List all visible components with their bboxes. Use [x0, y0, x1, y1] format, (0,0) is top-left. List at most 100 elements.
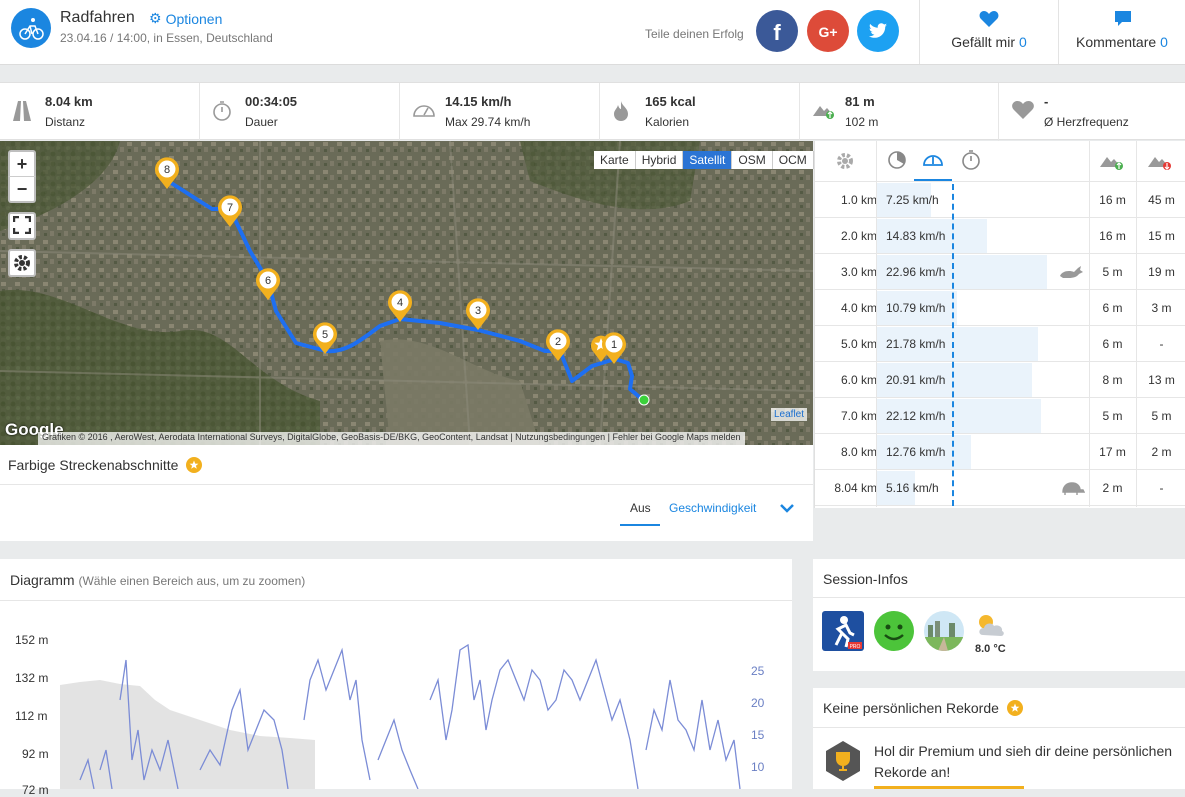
activity-title: Radfahren — [60, 9, 135, 26]
map-attribution: Grafiken © 2016 , AeroWest, Aerodata Int… — [38, 432, 745, 445]
split-row: 4.0 km 10.79 km/h 6 m 3 m — [815, 289, 1185, 325]
diagram-title: Diagramm (Wähle einen Bereich aus, um zu… — [10, 572, 305, 588]
route-marker[interactable]: 2 — [545, 328, 571, 367]
speed-bar — [877, 327, 1038, 361]
route-marker[interactable]: 3 — [465, 297, 491, 336]
map-type-switcher: Karte Hybrid Satellit OSM OCM — [594, 151, 814, 169]
stat-heartrate: - Ø Herzfrequenz — [999, 83, 1185, 141]
split-km: 4.0 km — [840, 301, 877, 315]
route-marker[interactable]: 1 — [601, 331, 627, 370]
divider — [1089, 141, 1090, 181]
active-tab-indicator — [620, 524, 660, 526]
speed-bar — [877, 255, 1047, 289]
fullscreen-icon — [12, 215, 32, 235]
stats-row: 8.04 km Distanz 00:34:05 Dauer 14.15 km/… — [0, 82, 1185, 141]
split-speed: 22.96 km/h — [886, 265, 946, 279]
split-row: 7.0 km 22.12 km/h 5 m 5 m — [815, 397, 1185, 433]
speed-bar — [877, 363, 1032, 397]
like-button[interactable]: Gefällt mir 0 — [920, 0, 1058, 64]
zoom-out-button[interactable]: − — [8, 177, 36, 203]
session-info-panel — [813, 559, 1185, 671]
stat-value: 81 m — [845, 94, 875, 109]
y-tick-label: 92 m — [22, 747, 49, 761]
y-tick-label: 112 m — [15, 709, 48, 723]
split-descent: 13 m — [1148, 373, 1175, 387]
gear-icon[interactable] — [835, 151, 855, 171]
speed-bar — [877, 183, 931, 217]
premium-button[interactable] — [874, 786, 1024, 789]
stat-value: - — [1044, 94, 1049, 109]
map-settings-button[interactable] — [8, 249, 36, 277]
comment-button[interactable]: Kommentare 0 — [1059, 0, 1185, 64]
twitter-share-button[interactable] — [857, 10, 899, 52]
fullscreen-button[interactable] — [8, 212, 36, 240]
svg-text:6: 6 — [265, 275, 271, 287]
y2-tick-label: 10 — [751, 760, 765, 774]
facebook-icon: f — [773, 20, 781, 45]
googleplus-share-button[interactable]: G+ — [807, 10, 849, 52]
terms-link[interactable]: Nutzungsbedingungen — [515, 432, 606, 442]
route-marker[interactable]: 7 — [217, 194, 243, 233]
split-row: 2.0 km 14.83 km/h 16 m 15 m — [815, 217, 1185, 253]
route-marker[interactable]: 6 — [255, 267, 281, 306]
split-speed: 21.78 km/h — [886, 337, 946, 351]
split-ascent: 17 m — [1099, 445, 1126, 459]
report-error-link[interactable]: Fehler bei Google Maps melden — [612, 432, 741, 442]
route-marker[interactable]: 8 — [154, 156, 180, 195]
split-row: 1.0 km 7.25 km/h 16 m 45 m — [815, 181, 1185, 217]
stat-label: Kalorien — [645, 115, 690, 129]
activity-subtitle: 23.04.16 / 14:00, in Essen, Deutschland — [60, 31, 273, 45]
split-ascent: 16 m — [1099, 229, 1126, 243]
split-ascent: 16 m — [1099, 193, 1126, 207]
chevron-down-icon[interactable] — [779, 503, 795, 515]
maptype-hybrid[interactable]: Hybrid — [635, 151, 684, 169]
split-speed: 5.16 km/h — [886, 481, 939, 495]
zoom-in-button[interactable]: + — [8, 150, 36, 177]
y-tick-label: 132 m — [15, 671, 49, 685]
segment-speed-tab[interactable]: Geschwindigkeit — [669, 501, 757, 515]
split-ascent: 6 m — [1102, 337, 1123, 351]
stat-value: 165 kcal — [645, 94, 696, 109]
maptype-satellit[interactable]: Satellit — [683, 151, 733, 169]
average-speed-line — [952, 184, 954, 506]
elevation-up-icon — [813, 106, 834, 119]
y2-tick-label: 25 — [751, 664, 765, 678]
maptype-karte[interactable]: Karte — [594, 151, 636, 169]
svg-text:5: 5 — [322, 329, 328, 341]
segment-off-tab[interactable]: Aus — [630, 501, 651, 515]
options-button[interactable]: ⚙ Optionen — [149, 10, 222, 27]
split-km: 1.0 km — [840, 193, 877, 207]
stopwatch-icon[interactable] — [961, 149, 981, 171]
road-icon — [13, 101, 31, 121]
split-ascent: 5 m — [1102, 409, 1123, 423]
header-divider — [1058, 0, 1059, 64]
maptype-osm[interactable]: OSM — [732, 151, 773, 169]
speedometer-icon[interactable] — [922, 149, 944, 169]
stat-label: 102 m — [845, 115, 879, 129]
split-descent: 3 m — [1151, 301, 1172, 315]
route-marker[interactable]: 5 — [312, 321, 338, 360]
y-tick-label: 72 m — [22, 783, 49, 797]
svg-text:1: 1 — [611, 339, 617, 351]
activity-header — [0, 0, 1185, 65]
share-label: Teile deinen Erfolg — [645, 27, 744, 41]
speed-line — [79, 643, 741, 789]
heart-icon — [1012, 101, 1034, 119]
maptype-ocm[interactable]: OCM — [772, 151, 814, 169]
elevation-speed-chart[interactable] — [60, 640, 746, 789]
pace-icon[interactable] — [887, 150, 907, 170]
comment-icon — [1115, 11, 1131, 26]
leaflet-link[interactable]: Leaflet — [771, 408, 808, 421]
split-ascent: 8 m — [1102, 373, 1123, 387]
route-marker[interactable]: 4 — [387, 289, 413, 328]
diagram-title-text: Diagramm — [10, 572, 75, 588]
gear-icon: ⚙ — [149, 10, 162, 26]
segments-title: Farbige Streckenabschnitte — [8, 457, 203, 473]
divider — [1089, 181, 1090, 507]
facebook-share-button[interactable]: f — [756, 10, 798, 52]
stat-duration: 00:34:05 Dauer — [200, 83, 400, 141]
session-title: Session-Infos — [823, 571, 908, 587]
split-km: 2.0 km — [840, 229, 877, 243]
header-divider — [919, 0, 920, 64]
gear-icon — [14, 255, 30, 271]
